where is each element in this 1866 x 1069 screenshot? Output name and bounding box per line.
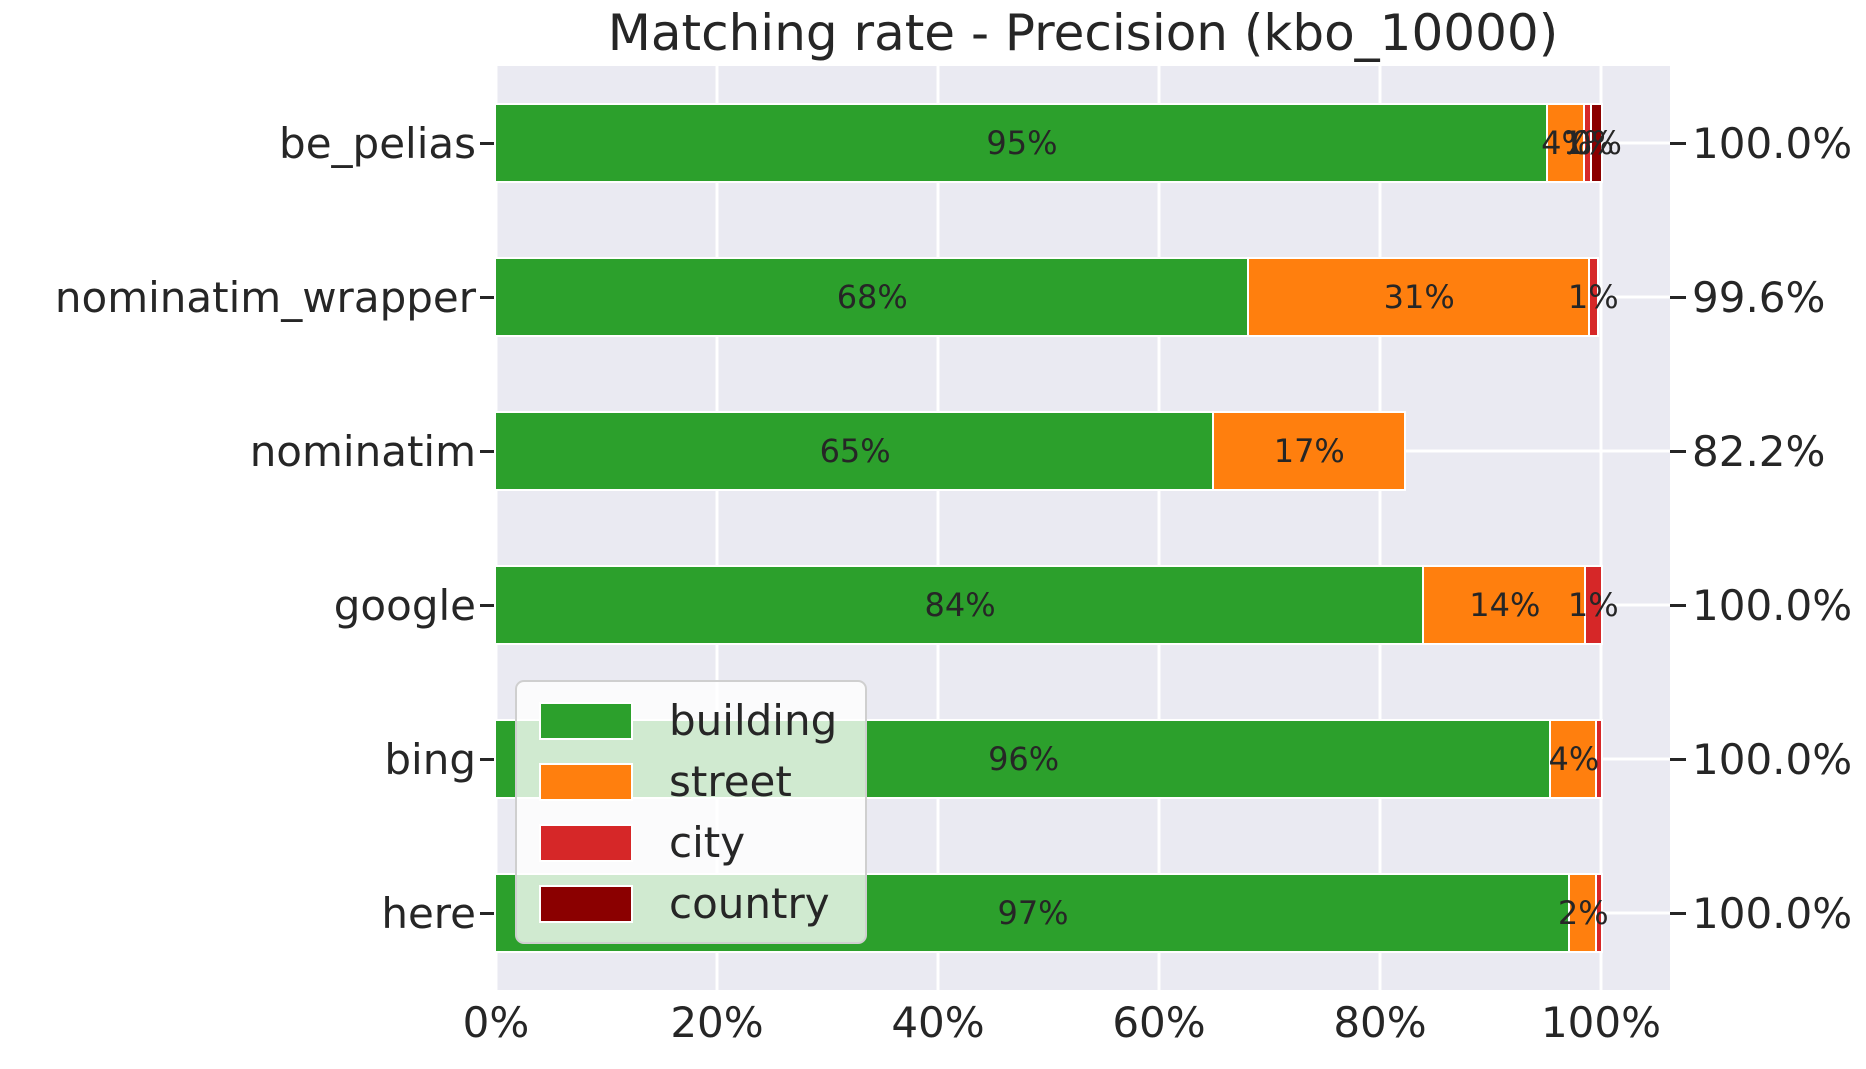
legend-item-city: city <box>517 818 865 867</box>
bar-value-label: 2% <box>1557 894 1609 932</box>
legend-swatch-building-icon <box>539 701 633 740</box>
bar-value-label: 96% <box>988 740 1060 778</box>
x-tick-label: 60% <box>1112 998 1206 1047</box>
bar-segment-city <box>1594 873 1604 953</box>
total-tick-mark <box>1670 911 1686 915</box>
y-tick-mark <box>480 295 496 299</box>
total-tick-mark <box>1670 603 1686 607</box>
gridline-vertical <box>1378 66 1382 990</box>
x-tick-label: 20% <box>670 998 764 1047</box>
total-label: 100.0% <box>1692 734 1853 784</box>
bar-row <box>493 411 1407 491</box>
y-tick-label: bing <box>384 734 476 784</box>
y-tick-mark <box>480 757 496 761</box>
gridline-vertical <box>494 66 498 990</box>
y-tick-label: nominatim <box>249 426 476 476</box>
x-tick-label: 100% <box>1540 998 1662 1047</box>
y-tick-label: be_pelias <box>279 118 476 168</box>
plot-area: building street city country 95% 4% 1% 0% 68% 31… <box>493 66 1670 990</box>
bar-value-label: 95% <box>986 124 1058 162</box>
bar-value-label: 0% <box>1571 124 1622 162</box>
gridline-vertical <box>715 66 719 990</box>
total-label: 99.6% <box>1692 272 1826 322</box>
legend: building street city country <box>515 680 867 944</box>
total-label: 100.0% <box>1692 580 1853 630</box>
bar-value-label: 1% <box>1567 586 1619 624</box>
legend-item-country: country <box>517 879 865 928</box>
bar-segment-city <box>1588 257 1599 337</box>
legend-label: building <box>669 696 838 745</box>
bar-segment-building <box>493 565 1427 645</box>
total-label: 82.2% <box>1692 426 1826 476</box>
bar-value-label: 68% <box>836 278 908 316</box>
bar-value-label: 17% <box>1273 432 1345 470</box>
legend-item-building: building <box>517 696 865 745</box>
y-tick-label: here <box>381 888 476 938</box>
bar-row <box>494 257 1599 337</box>
total-tick-mark <box>1670 449 1686 453</box>
bar-segment-building <box>494 103 1550 183</box>
x-tick-label: 40% <box>891 998 985 1047</box>
total-tick-mark <box>1670 141 1686 145</box>
chart-title: Matching rate - Precision (kbo_10000) <box>607 4 1559 62</box>
y-tick-mark <box>480 603 496 607</box>
x-tick-label: 80% <box>1333 998 1427 1047</box>
bar-value-label: 14% <box>1469 586 1541 624</box>
legend-label: street <box>669 757 792 806</box>
bar-value-label: 4% <box>1548 740 1600 778</box>
bar-segment-street <box>1212 411 1407 491</box>
bar-row <box>493 565 1604 645</box>
total-label: 100.0% <box>1692 118 1853 168</box>
bar-segment-street <box>1568 873 1599 953</box>
x-tick-label: 0% <box>462 998 530 1047</box>
bar-value-label: 97% <box>997 894 1069 932</box>
legend-label: country <box>669 879 830 928</box>
bar-segment-country <box>1590 103 1603 183</box>
y-tick-label: nominatim_wrapper <box>54 272 476 322</box>
bar-segment-street <box>1246 257 1592 337</box>
bar-segment-city <box>1582 103 1595 183</box>
legend-label: city <box>669 818 746 867</box>
bar-segment-street <box>1545 103 1587 183</box>
bar-value-label: 31% <box>1383 278 1455 316</box>
total-label: 100.0% <box>1692 888 1853 938</box>
legend-swatch-street-icon <box>539 762 633 801</box>
bar-row <box>494 103 1603 183</box>
bar-value-label: 1% <box>1567 278 1619 316</box>
bar-segment-street <box>1422 565 1588 645</box>
bar-segment-city <box>1594 719 1604 799</box>
bar-value-label: 1% <box>1563 124 1614 162</box>
gridline-vertical <box>1157 66 1161 990</box>
bar-value-label: 4% <box>1541 124 1592 162</box>
gridline-vertical <box>936 66 940 990</box>
legend-item-street: street <box>517 757 865 806</box>
y-tick-mark <box>480 449 496 453</box>
legend-swatch-city-icon <box>539 823 633 862</box>
total-tick-mark <box>1670 295 1686 299</box>
bar-segment-street <box>1549 719 1599 799</box>
total-tick-mark <box>1670 757 1686 761</box>
bar-segment-building <box>494 257 1251 337</box>
bar-value-label: 65% <box>819 432 891 470</box>
gridline-vertical <box>1599 66 1603 990</box>
bar-segment-building <box>493 411 1217 491</box>
y-tick-label: google <box>333 580 476 630</box>
bar-segment-city <box>1583 565 1604 645</box>
y-tick-mark <box>480 141 496 145</box>
y-tick-mark <box>480 911 496 915</box>
bar-value-label: 84% <box>924 586 996 624</box>
legend-swatch-country-icon <box>539 884 633 923</box>
